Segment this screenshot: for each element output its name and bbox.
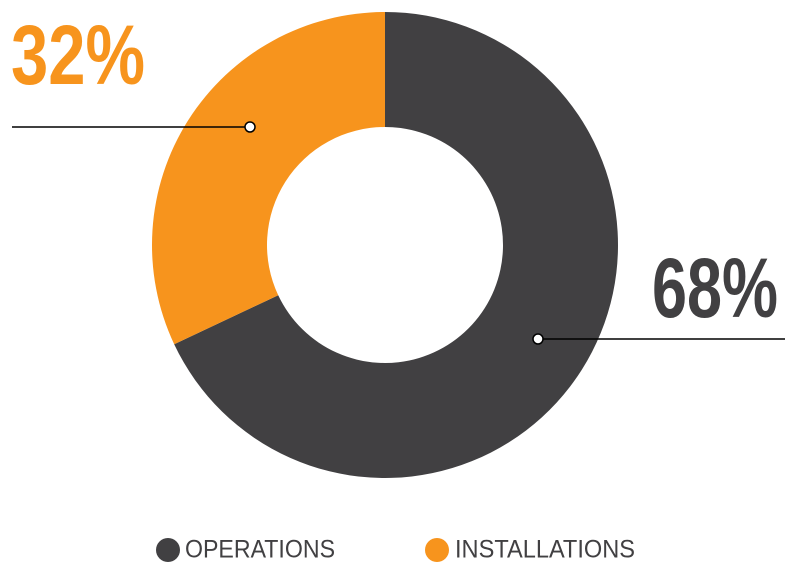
legend-swatch bbox=[425, 538, 449, 562]
donut-segment bbox=[151, 12, 385, 345]
value-label: 32% bbox=[11, 8, 145, 102]
leader-dot bbox=[244, 121, 256, 133]
donut-segment bbox=[174, 12, 618, 478]
legend-label: INSTALLATIONS bbox=[455, 536, 635, 564]
legend-swatch bbox=[156, 538, 180, 562]
legend-label: OPERATIONS bbox=[185, 536, 335, 564]
value-label: 68% bbox=[652, 241, 778, 335]
leader-dot bbox=[532, 333, 544, 345]
